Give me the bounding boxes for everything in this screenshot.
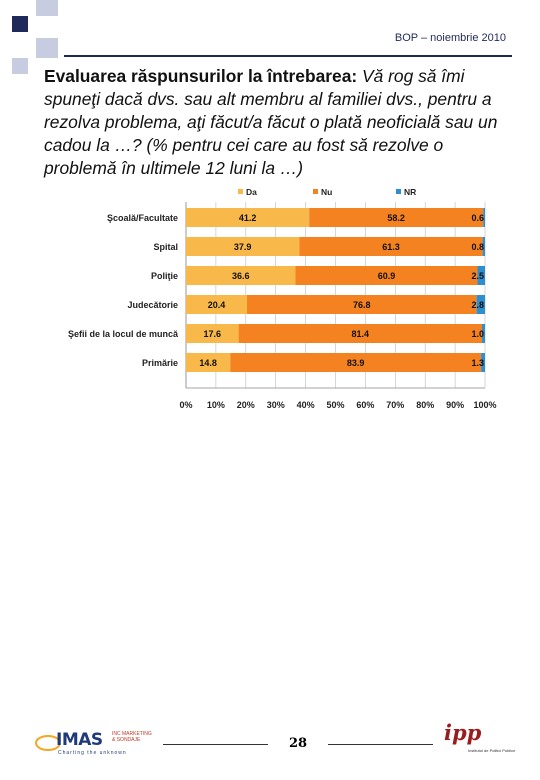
x-tick-label: 40% [297,400,315,410]
data-label: 60.9 [378,271,396,281]
data-label: 2.8 [471,300,484,310]
bar-segment [186,208,310,227]
data-label: 1.3 [471,358,484,368]
title-bold: Evaluarea răspunsurilor la întrebarea: [44,66,358,86]
ipp-logo-text: ipp [444,720,482,745]
bar-segment [186,295,247,314]
bar-segment [299,237,483,256]
category-label: Şcoală/Facultate [107,213,178,223]
corner-square-2 [36,0,58,16]
data-label: 20.4 [208,300,226,310]
corner-square-3 [36,38,58,58]
bar-segment [482,324,485,343]
data-label: 1.0 [471,329,484,339]
corner-square-4 [12,58,28,74]
bar-segment [477,266,485,285]
bar-segment [295,266,478,285]
data-label: 17.6 [204,329,222,339]
x-tick-label: 30% [267,400,285,410]
bar-segment [186,324,239,343]
legend-label: Nu [321,187,332,197]
data-label: 0.8 [471,242,484,252]
data-label: 36.6 [232,271,250,281]
bar-segment [230,353,482,372]
data-label: 61.3 [382,242,400,252]
imas-swoosh-icon [35,735,60,751]
x-tick-label: 0% [179,400,192,410]
x-tick-label: 80% [416,400,434,410]
category-label: Primărie [142,358,178,368]
imas-logo-sub: INC MARKETING & SONDAJE [112,731,152,743]
corner-square-1 [12,16,28,32]
bar-segment [483,208,485,227]
x-tick-label: 70% [386,400,404,410]
slide-title: Evaluarea răspunsurilor la întrebarea: V… [44,65,514,180]
data-label: 58.2 [387,213,405,223]
category-label: Spital [153,242,178,252]
x-tick-label: 20% [237,400,255,410]
ipp-logo: ipp Institutul de Politici Publice [440,720,520,758]
bar-segment [309,208,484,227]
data-label: 2.5 [471,271,484,281]
x-tick-label: 60% [356,400,374,410]
imas-logo-text: IMAS [56,730,103,750]
legend-label: Da [246,187,257,197]
data-label: 41.2 [239,213,257,223]
data-label: 0.6 [471,213,484,223]
legend-swatch [238,189,243,194]
bar-segment [482,237,485,256]
bar-segment [246,295,477,314]
bar-segment [186,353,231,372]
bar-segment [476,295,485,314]
ipp-logo-sub: Institutul de Politici Publice [468,748,516,753]
stacked-bar-chart: Da Nu NR 0% 10% 20% 30% 40% 50% 60% 70% 80% 90% 100% Ş… [68,187,497,410]
header-rule [64,55,512,57]
data-label: 76.8 [353,300,371,310]
x-tick-label: 90% [446,400,464,410]
data-label: 14.8 [199,358,217,368]
footer-rule-right [328,744,433,745]
legend-swatch [313,189,318,194]
title-italic: Vă rog să îmi spuneţi dacă dvs. sau alt … [44,66,498,178]
data-label: 83.9 [347,358,365,368]
imas-logo-tagline: Charting the unknown [58,750,127,756]
x-tick-label: 100% [473,400,496,410]
imas-logo: IMAS INC MARKETING & SONDAJE Charting th… [34,728,164,758]
bar-segment [186,237,300,256]
x-tick-label: 10% [207,400,225,410]
footer-rule-left [163,744,268,745]
category-label: Judecătorie [127,300,178,310]
bar-segment [186,266,296,285]
category-label: Şefii de la locul de muncă [68,329,179,339]
category-label: Poliţie [151,271,178,281]
legend-label: NR [404,187,416,197]
bar-segment [238,324,483,343]
header-label: BOP – noiembrie 2010 [394,32,506,44]
data-label: 81.4 [352,329,370,339]
x-tick-label: 50% [326,400,344,410]
page-number: 28 [288,736,308,751]
legend-swatch [396,189,401,194]
bar-segment [481,353,485,372]
data-label: 37.9 [234,242,252,252]
